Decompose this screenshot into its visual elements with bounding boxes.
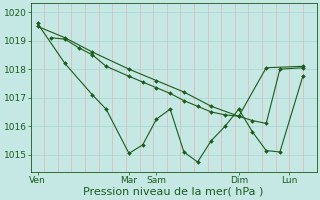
X-axis label: Pression niveau de la mer( hPa ): Pression niveau de la mer( hPa ) [84,187,264,197]
